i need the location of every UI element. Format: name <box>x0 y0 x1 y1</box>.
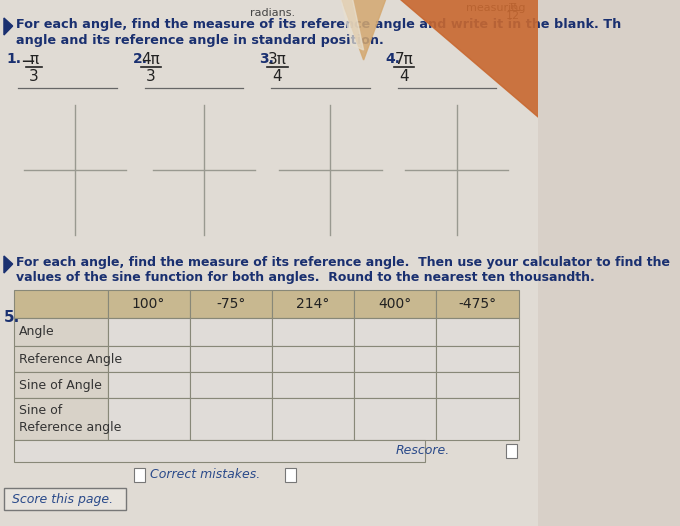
Bar <box>135 468 146 482</box>
Bar <box>437 372 519 398</box>
Bar <box>272 398 354 440</box>
Text: 3.: 3. <box>259 52 274 66</box>
Bar <box>190 372 272 398</box>
Bar <box>190 346 272 372</box>
Bar <box>107 290 190 318</box>
Bar <box>354 398 437 440</box>
Text: π: π <box>29 52 39 67</box>
Bar <box>14 346 107 372</box>
Bar <box>190 318 272 346</box>
Bar <box>14 440 425 462</box>
Text: 3: 3 <box>29 69 39 84</box>
Text: -75°: -75° <box>216 297 245 311</box>
Bar <box>437 290 519 318</box>
Bar <box>272 346 354 372</box>
Bar <box>14 372 107 398</box>
Bar <box>437 318 519 346</box>
Bar <box>437 346 519 372</box>
Text: −: − <box>20 53 35 71</box>
Polygon shape <box>340 0 554 130</box>
Text: measuring: measuring <box>466 3 526 13</box>
Bar <box>14 398 107 440</box>
Bar <box>272 318 354 346</box>
Bar <box>354 346 437 372</box>
Text: 1.: 1. <box>6 52 21 66</box>
Text: 3: 3 <box>146 69 156 84</box>
Polygon shape <box>340 0 388 60</box>
Bar <box>284 468 296 482</box>
Text: For each angle, find the measure of its reference angle and write it in the blan: For each angle, find the measure of its … <box>16 18 621 31</box>
Text: angle and its reference angle in standard position.: angle and its reference angle in standar… <box>16 34 384 47</box>
Text: 5.: 5. <box>4 310 20 326</box>
Text: π: π <box>510 1 516 11</box>
Text: 12: 12 <box>506 11 520 21</box>
Bar <box>506 444 517 458</box>
Text: 2.: 2. <box>133 52 148 66</box>
Bar <box>354 290 437 318</box>
Bar <box>107 372 190 398</box>
Bar <box>14 318 107 346</box>
Bar <box>107 346 190 372</box>
Bar <box>190 398 272 440</box>
Bar <box>107 318 190 346</box>
Bar <box>354 372 437 398</box>
Bar <box>272 290 354 318</box>
Bar <box>14 290 107 318</box>
Text: Score this page.: Score this page. <box>12 492 113 505</box>
Text: 214°: 214° <box>296 297 330 311</box>
Polygon shape <box>4 18 13 35</box>
Text: Correct mistakes.: Correct mistakes. <box>150 469 260 481</box>
Text: 100°: 100° <box>132 297 165 311</box>
Text: 4π: 4π <box>141 52 160 67</box>
Text: 4.: 4. <box>386 52 401 66</box>
Bar <box>437 398 519 440</box>
Polygon shape <box>340 0 364 50</box>
Text: 3π: 3π <box>268 52 287 67</box>
Text: 4: 4 <box>399 69 409 84</box>
Bar <box>4 488 126 510</box>
Text: For each angle, find the measure of its reference angle.  Then use your calculat: For each angle, find the measure of its … <box>16 256 670 269</box>
Text: 7π: 7π <box>394 52 413 67</box>
Text: 4: 4 <box>273 69 282 84</box>
Text: 400°: 400° <box>379 297 412 311</box>
Text: Rescore.: Rescore. <box>395 444 449 458</box>
Text: Sine of Angle: Sine of Angle <box>19 379 102 391</box>
Bar <box>190 290 272 318</box>
Text: Angle: Angle <box>19 326 54 339</box>
Polygon shape <box>4 256 13 273</box>
Text: Sine of
Reference angle: Sine of Reference angle <box>19 404 121 434</box>
Text: Reference Angle: Reference Angle <box>19 352 122 366</box>
Bar <box>354 318 437 346</box>
Bar <box>107 398 190 440</box>
Bar <box>272 372 354 398</box>
Text: values of the sine function for both angles.  Round to the nearest ten thousandt: values of the sine function for both ang… <box>16 271 594 284</box>
Text: radians.: radians. <box>250 8 295 18</box>
Text: -475°: -475° <box>458 297 496 311</box>
